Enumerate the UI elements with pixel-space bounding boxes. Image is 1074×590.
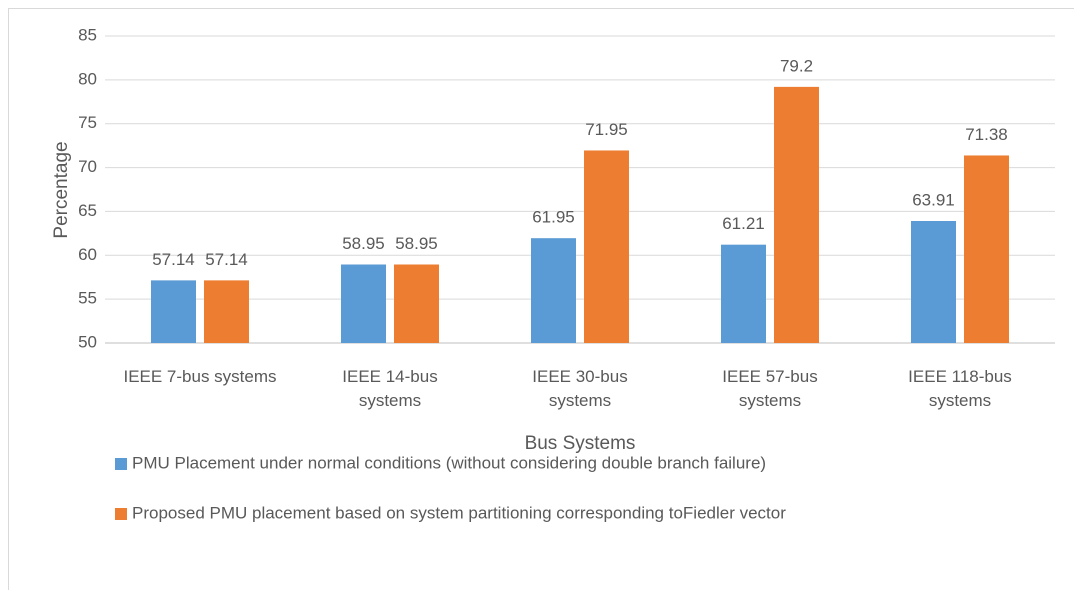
bar xyxy=(584,150,629,343)
x-tick-label: IEEE 57-bus systems xyxy=(722,367,818,410)
bar xyxy=(151,280,196,343)
x-tick-label: IEEE 30-bus systems xyxy=(532,367,628,410)
data-label: 61.95 xyxy=(532,208,575,227)
y-tick-label: 85 xyxy=(78,25,97,44)
data-label: 58.95 xyxy=(342,234,385,253)
bar xyxy=(774,86,819,344)
legend-swatch xyxy=(115,458,127,470)
legend-label: PMU Placement under normal conditions (w… xyxy=(132,453,766,472)
bar xyxy=(721,244,766,343)
data-label: 57.14 xyxy=(205,250,248,269)
y-tick-label: 70 xyxy=(78,157,97,176)
bar xyxy=(394,264,439,343)
bar xyxy=(341,264,386,343)
legend-label: Proposed PMU placement based on system p… xyxy=(132,503,786,522)
y-tick-label: 80 xyxy=(78,69,97,88)
x-tick-label: IEEE 7-bus systems xyxy=(123,367,277,386)
bar xyxy=(911,220,956,343)
y-tick-label: 60 xyxy=(78,245,97,264)
data-label: 61.21 xyxy=(722,214,765,233)
y-tick-label: 65 xyxy=(78,201,97,220)
data-label: 63.91 xyxy=(912,190,955,209)
data-label: 58.95 xyxy=(395,234,438,253)
data-label: 79.2 xyxy=(780,56,813,75)
y-tick-label: 75 xyxy=(78,113,97,132)
bar xyxy=(531,238,576,343)
chart-border xyxy=(8,8,1074,590)
y-axis-label: Percentage xyxy=(51,141,72,238)
bar xyxy=(964,155,1009,343)
data-label: 71.95 xyxy=(585,120,628,139)
x-tick-label: IEEE 118-bus systems xyxy=(908,367,1012,410)
legend-swatch xyxy=(115,508,127,520)
y-tick-label: 50 xyxy=(78,332,97,351)
y-tick-label: 55 xyxy=(78,289,97,308)
bar xyxy=(204,280,249,343)
data-label: 71.38 xyxy=(965,125,1008,144)
data-label: 57.14 xyxy=(152,250,195,269)
x-tick-label: IEEE 14-bus systems xyxy=(342,367,438,410)
x-axis-label: Bus Systems xyxy=(525,433,636,454)
